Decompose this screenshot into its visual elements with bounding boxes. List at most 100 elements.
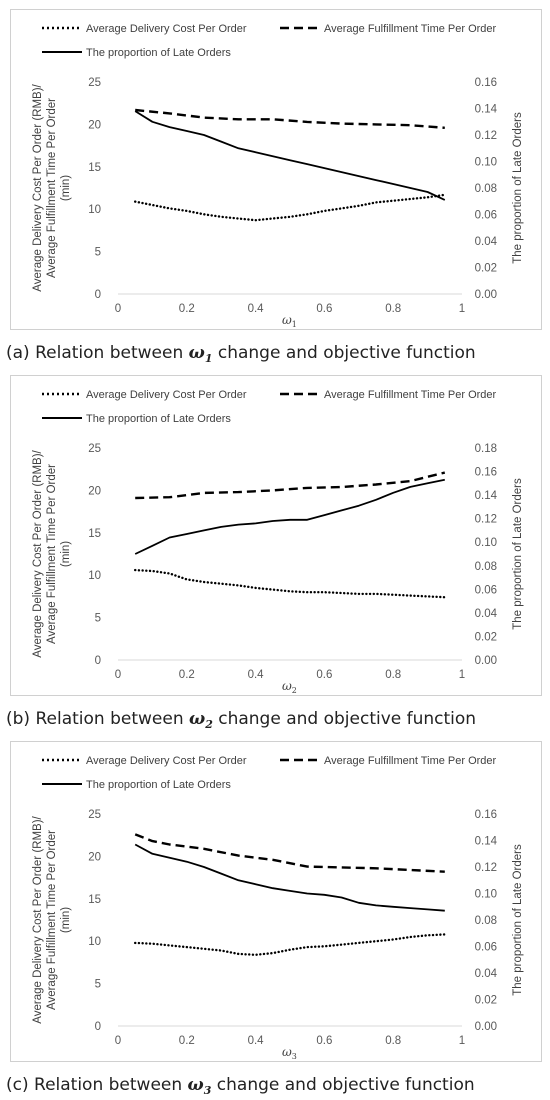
y-left-tick-label: 25 xyxy=(88,809,101,821)
y-left-tick-label: 10 xyxy=(88,570,101,582)
y-left-tick-label: 15 xyxy=(88,162,101,174)
y-right-tick-label: 0.04 xyxy=(475,968,498,980)
y-left-tick-label: 0 xyxy=(95,1021,101,1033)
x-tick-label: 0.4 xyxy=(248,303,265,315)
y-left-tick-label: 10 xyxy=(88,204,101,216)
y-left-tick-label: 0 xyxy=(95,655,101,667)
x-tick-label: 0.4 xyxy=(248,1035,265,1047)
y-right-tick-label: 0.04 xyxy=(475,236,498,248)
x-tick-label: 0.8 xyxy=(385,303,401,315)
x-tick-label: 0.8 xyxy=(385,1035,401,1047)
x-tick-label: 0.6 xyxy=(316,1035,332,1047)
y-left-tick-label: 0 xyxy=(95,289,101,301)
chart-panel-1: Average Delivery Cost Per Order Average F… xyxy=(6,9,542,365)
y-left-tick-label: 15 xyxy=(88,894,101,906)
y-right-tick-label: 0.14 xyxy=(475,104,498,116)
y-left-axis-label: Average Delivery Cost Per Order (RMB)/Av… xyxy=(32,83,72,291)
y-left-tick-label: 15 xyxy=(88,528,101,540)
y-left-axis-label: Average Delivery Cost Per Order (RMB)/Av… xyxy=(32,449,72,657)
chart-frame xyxy=(10,9,542,330)
series-line-average-fulfillment-time-per-order xyxy=(134,833,445,873)
series-line-average-fulfillment-time-per-order xyxy=(135,471,446,500)
y-left-tick-label: 25 xyxy=(88,77,101,89)
series-line-average-fulfillment-time-per-order xyxy=(135,108,445,129)
series-line-the-proportion-of-late-orders xyxy=(134,478,445,555)
y-right-tick-label: 0.02 xyxy=(475,631,497,643)
y-left-axis-label: Average Delivery Cost Per Order (RMB)/Av… xyxy=(32,815,72,1023)
y-left-tick-label: 5 xyxy=(95,247,101,259)
legend-label-time: Average Fulfillment Time Per Order xyxy=(324,389,497,401)
x-tick-label: 0.6 xyxy=(316,303,332,315)
panel-caption: (c) Relation between ω3 change and objec… xyxy=(6,1075,475,1097)
y-right-tick-label: 0.08 xyxy=(475,183,497,195)
series-line-the-proportion-of-late-orders xyxy=(134,843,445,912)
y-right-tick-label: 0.08 xyxy=(475,561,497,573)
series-line-average-delivery-cost-per-order xyxy=(133,193,446,222)
chart-panel-2: Average Delivery Cost Per Order Average F… xyxy=(6,375,542,731)
x-tick-label: 1 xyxy=(459,669,465,681)
x-tick-label: 0.2 xyxy=(179,303,195,315)
x-tick-label: 1 xyxy=(459,303,465,315)
y-right-tick-label: 0.12 xyxy=(475,514,497,526)
y-left-tick-label: 10 xyxy=(88,936,101,948)
chart-panel-3: Average Delivery Cost Per Order Average F… xyxy=(6,741,542,1097)
y-right-tick-label: 0.10 xyxy=(475,157,497,169)
y-right-tick-label: 0.16 xyxy=(475,77,497,89)
legend-label-time: Average Fulfillment Time Per Order xyxy=(324,755,497,767)
x-tick-label: 0.8 xyxy=(385,669,401,681)
x-tick-label: 0.6 xyxy=(316,669,332,681)
y-left-tick-label: 5 xyxy=(95,613,101,625)
y-right-axis-label: The proportion of Late Orders xyxy=(512,478,524,630)
y-left-tick-label: 5 xyxy=(95,979,101,991)
x-tick-label: 0 xyxy=(115,669,121,681)
y-right-axis-label: The proportion of Late Orders xyxy=(512,844,524,996)
y-right-tick-label: 0.06 xyxy=(475,210,497,222)
y-right-tick-label: 0.16 xyxy=(475,809,497,821)
legend-label-late: The proportion of Late Orders xyxy=(86,413,231,425)
series-line-the-proportion-of-late-orders xyxy=(134,110,446,201)
y-left-tick-label: 20 xyxy=(88,119,101,131)
x-tick-label: 0.4 xyxy=(248,669,265,681)
x-tick-label: 0 xyxy=(115,1035,121,1047)
legend-label-cost: Average Delivery Cost Per Order xyxy=(86,389,247,401)
legend-label-cost: Average Delivery Cost Per Order xyxy=(86,755,247,767)
chart-frame xyxy=(10,741,542,1062)
y-right-tick-label: 0.00 xyxy=(475,1021,497,1033)
y-right-tick-label: 0.10 xyxy=(475,537,497,549)
y-right-tick-label: 0.00 xyxy=(475,655,497,667)
y-right-tick-label: 0.08 xyxy=(475,915,497,927)
legend: Average Delivery Cost Per Order Average F… xyxy=(42,389,497,425)
panel-caption: (b) Relation between ω2 change and objec… xyxy=(6,709,476,731)
x-tick-label: 0.2 xyxy=(179,669,195,681)
panel-caption: (a) Relation between ω1 change and objec… xyxy=(6,343,476,365)
legend-label-late: The proportion of Late Orders xyxy=(86,779,231,791)
x-tick-label: 0 xyxy=(115,303,121,315)
y-right-tick-label: 0.18 xyxy=(475,443,497,455)
legend-label-late: The proportion of Late Orders xyxy=(86,47,231,59)
y-right-tick-label: 0.14 xyxy=(475,836,498,848)
y-left-tick-label: 20 xyxy=(88,485,101,497)
y-right-tick-label: 0.06 xyxy=(475,942,497,954)
series-line-average-delivery-cost-per-order xyxy=(133,568,446,599)
y-right-tick-label: 0.02 xyxy=(475,263,497,275)
x-tick-label: 0.2 xyxy=(179,1035,195,1047)
legend-label-cost: Average Delivery Cost Per Order xyxy=(86,23,247,35)
legend-label-time: Average Fulfillment Time Per Order xyxy=(324,23,497,35)
y-right-tick-label: 0.14 xyxy=(475,490,498,502)
y-left-tick-label: 25 xyxy=(88,443,101,455)
legend: Average Delivery Cost Per Order Average F… xyxy=(42,755,497,791)
y-right-axis-label: The proportion of Late Orders xyxy=(512,112,524,264)
y-right-tick-label: 0.06 xyxy=(475,584,497,596)
y-right-tick-label: 0.16 xyxy=(475,467,497,479)
y-right-tick-label: 0.00 xyxy=(475,289,497,301)
y-right-tick-label: 0.04 xyxy=(475,608,498,620)
chart-frame xyxy=(10,375,542,696)
y-left-tick-label: 20 xyxy=(88,851,101,863)
y-right-tick-label: 0.02 xyxy=(475,995,497,1007)
x-tick-label: 1 xyxy=(459,1035,465,1047)
y-right-tick-label: 0.12 xyxy=(475,130,497,142)
series-line-average-delivery-cost-per-order xyxy=(133,933,446,957)
legend: Average Delivery Cost Per Order Average F… xyxy=(42,23,497,59)
y-right-tick-label: 0.12 xyxy=(475,862,497,874)
